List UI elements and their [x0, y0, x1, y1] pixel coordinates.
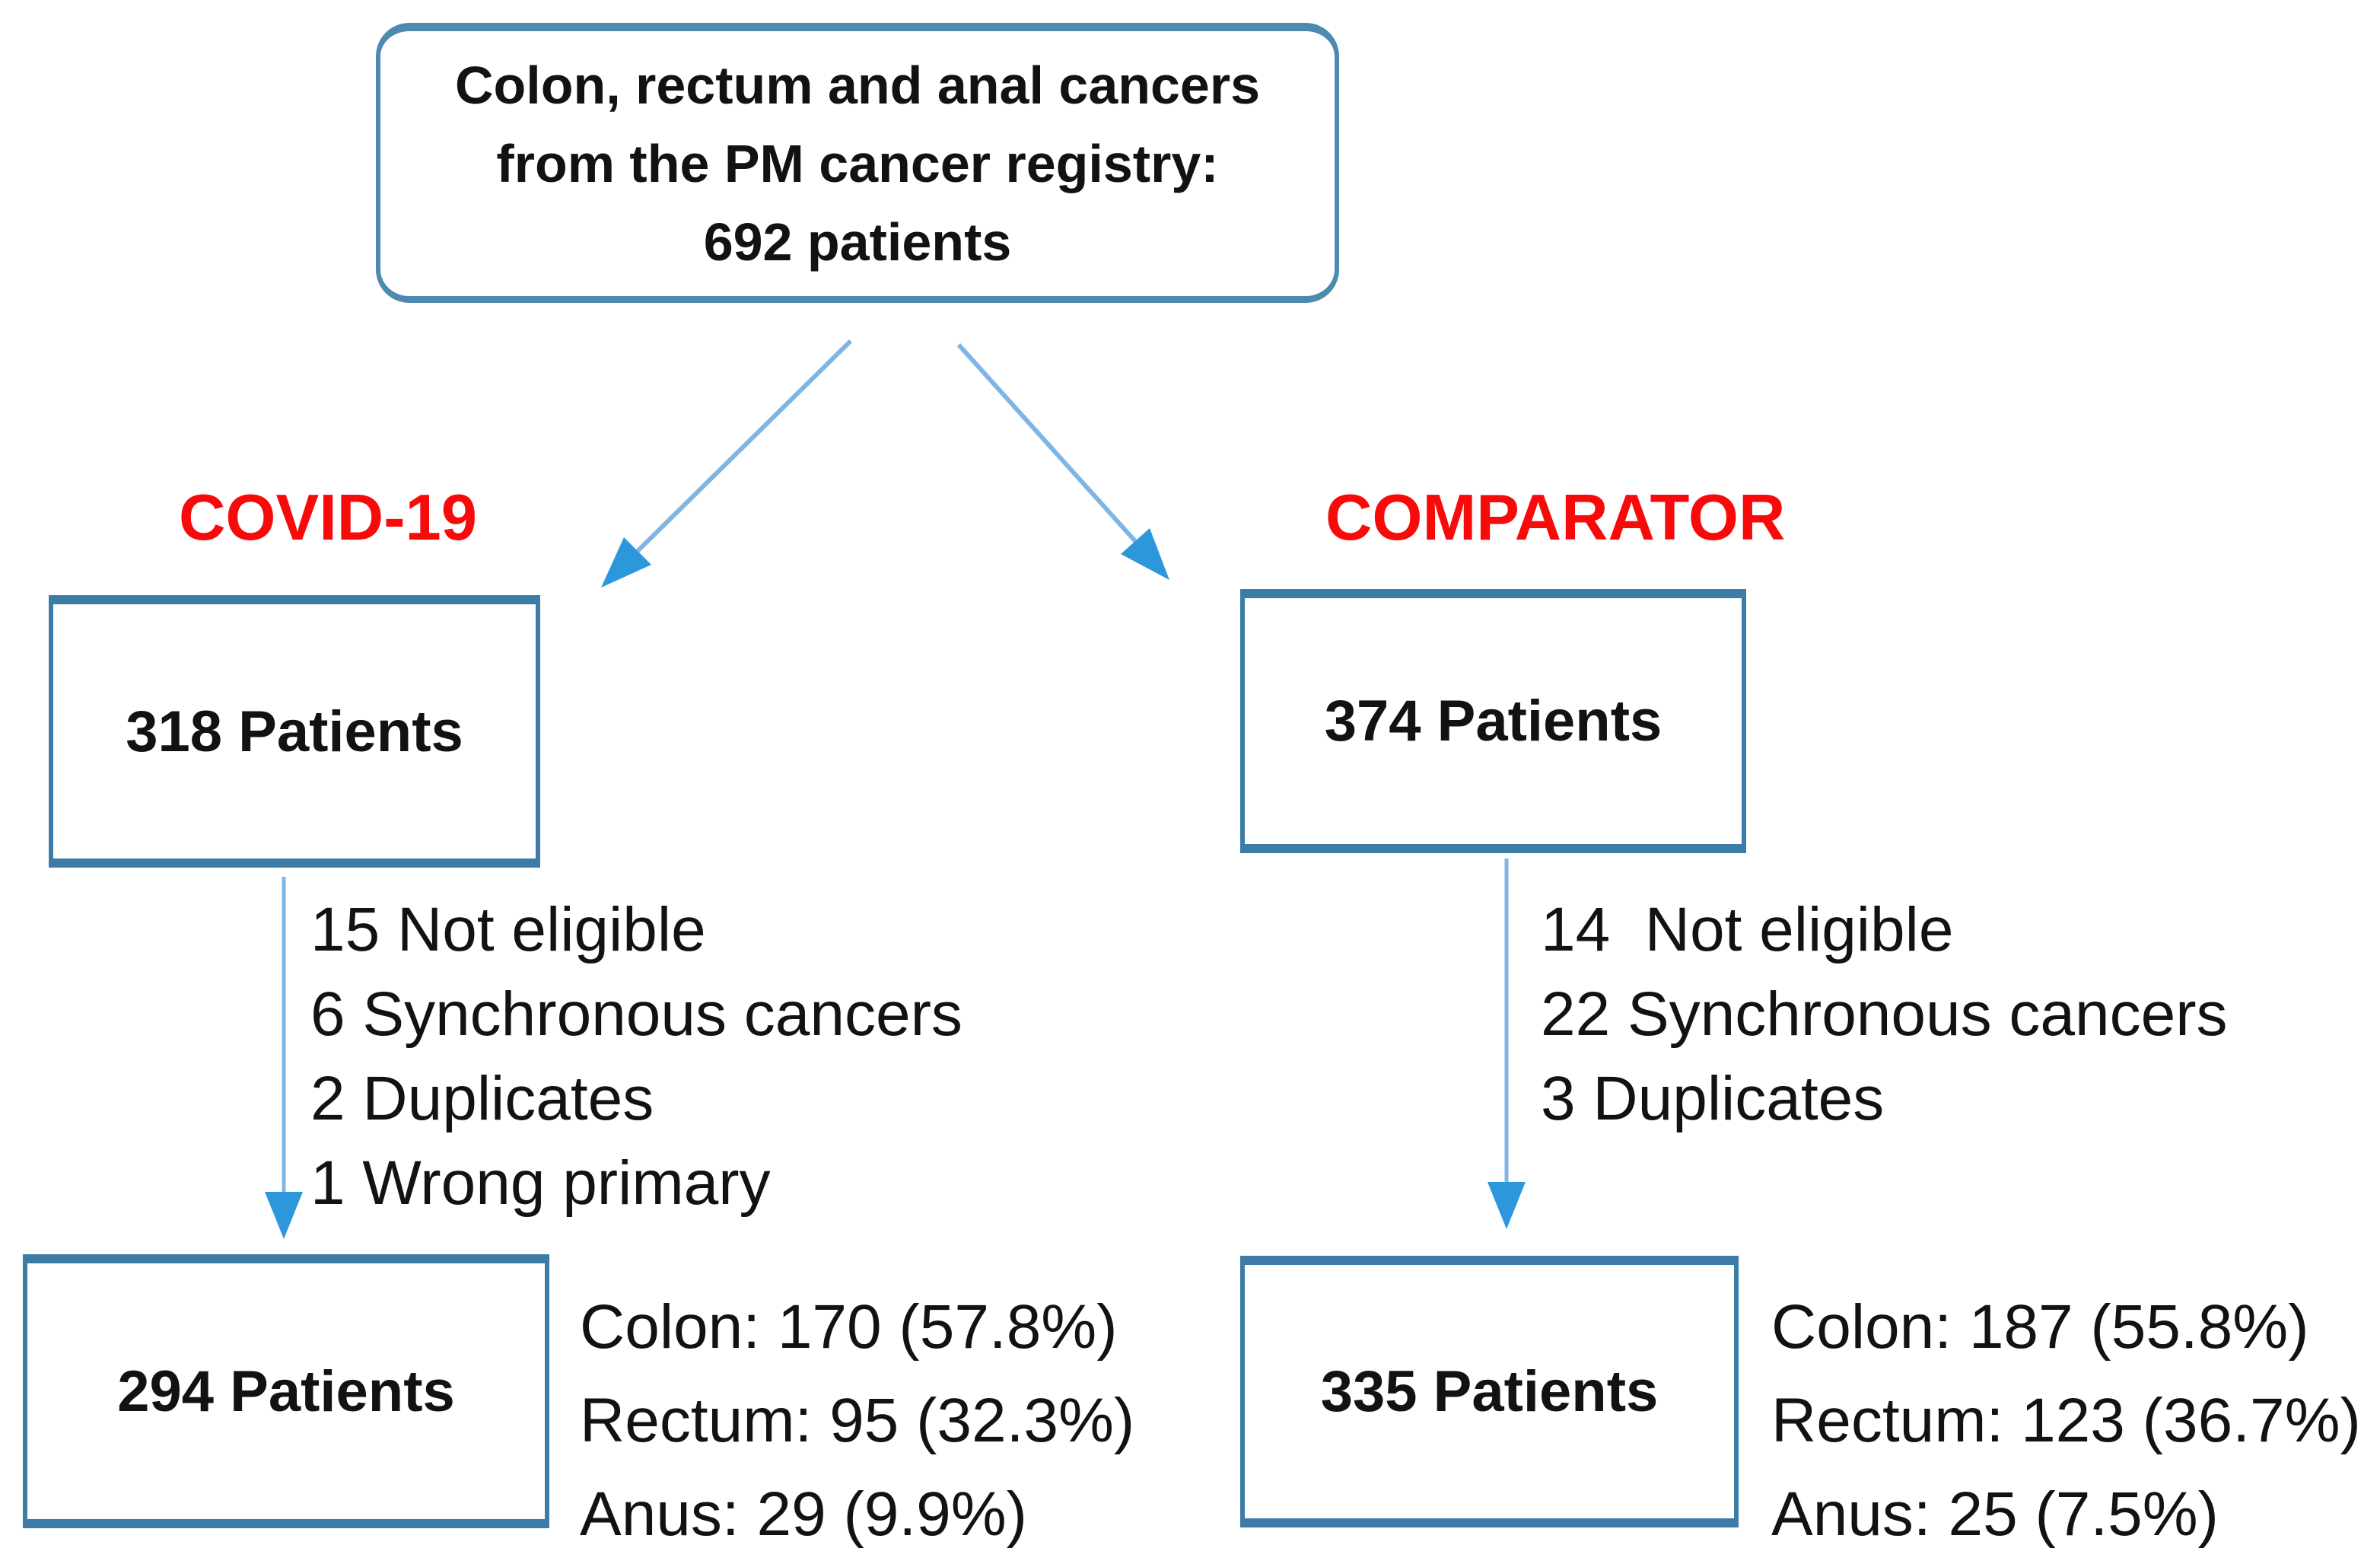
- comparator-final-box: 335 Patients: [1240, 1256, 1739, 1527]
- covid-exclusion-list: 15 Not eligible 6 Synchronous cancers 2 …: [310, 887, 963, 1225]
- arrow-covid-to-final: [265, 877, 303, 1239]
- comparator-initial-box: 374 Patients: [1240, 589, 1746, 853]
- arrow-comparator-to-final: [1488, 858, 1526, 1229]
- registry-line-2: from the PM cancer registry:: [496, 133, 1219, 193]
- exclusion-line: 1 Wrong primary: [310, 1148, 771, 1218]
- registry-source-box: Colon, rectum and anal cancers from the …: [376, 23, 1339, 303]
- covid-initial-box: 318 Patients: [49, 595, 540, 868]
- comparator-site-breakdown: Colon: 187 (55.8%) Rectum: 123 (36.7%) A…: [1771, 1280, 2361, 1561]
- comparator-initial-count: 374 Patients: [1324, 689, 1662, 753]
- comparator-exclusion-list: 14 Not eligible 22 Synchronous cancers 3…: [1541, 887, 2228, 1141]
- covid-final-box: 294 Patients: [23, 1254, 549, 1528]
- stat-line: Anus: 25 (7.5%): [1771, 1480, 2219, 1549]
- exclusion-line: 22 Synchronous cancers: [1541, 979, 2228, 1049]
- exclusion-line: 14 Not eligible: [1541, 895, 1954, 964]
- exclusion-line: 2 Duplicates: [310, 1064, 654, 1133]
- covid-initial-count: 318 Patients: [126, 699, 463, 764]
- covid-branch-label: COVID-19: [179, 482, 478, 554]
- exclusion-line: 15 Not eligible: [310, 895, 706, 964]
- registry-line-1: Colon, rectum and anal cancers: [454, 55, 1261, 115]
- exclusion-line: 3 Duplicates: [1541, 1064, 1885, 1133]
- stat-line: Anus: 29 (9.9%): [580, 1480, 1027, 1549]
- covid-site-breakdown: Colon: 170 (57.8%) Rectum: 95 (32.3%) An…: [580, 1280, 1134, 1561]
- covid-final-count: 294 Patients: [117, 1359, 455, 1424]
- stat-line: Rectum: 123 (36.7%): [1771, 1386, 2361, 1455]
- exclusion-line: 6 Synchronous cancers: [310, 979, 963, 1049]
- comparator-branch-label: COMPARATOR: [1325, 482, 1786, 554]
- arrow-root-to-comparator: [956, 342, 1169, 580]
- comparator-final-count: 335 Patients: [1320, 1359, 1659, 1424]
- stat-line: Rectum: 95 (32.3%): [580, 1386, 1135, 1455]
- arrow-root-to-covid: [601, 339, 853, 588]
- stat-line: Colon: 170 (57.8%): [580, 1292, 1118, 1362]
- registry-line-3: 692 patients: [703, 212, 1012, 272]
- stat-line: Colon: 187 (55.8%): [1771, 1292, 2309, 1362]
